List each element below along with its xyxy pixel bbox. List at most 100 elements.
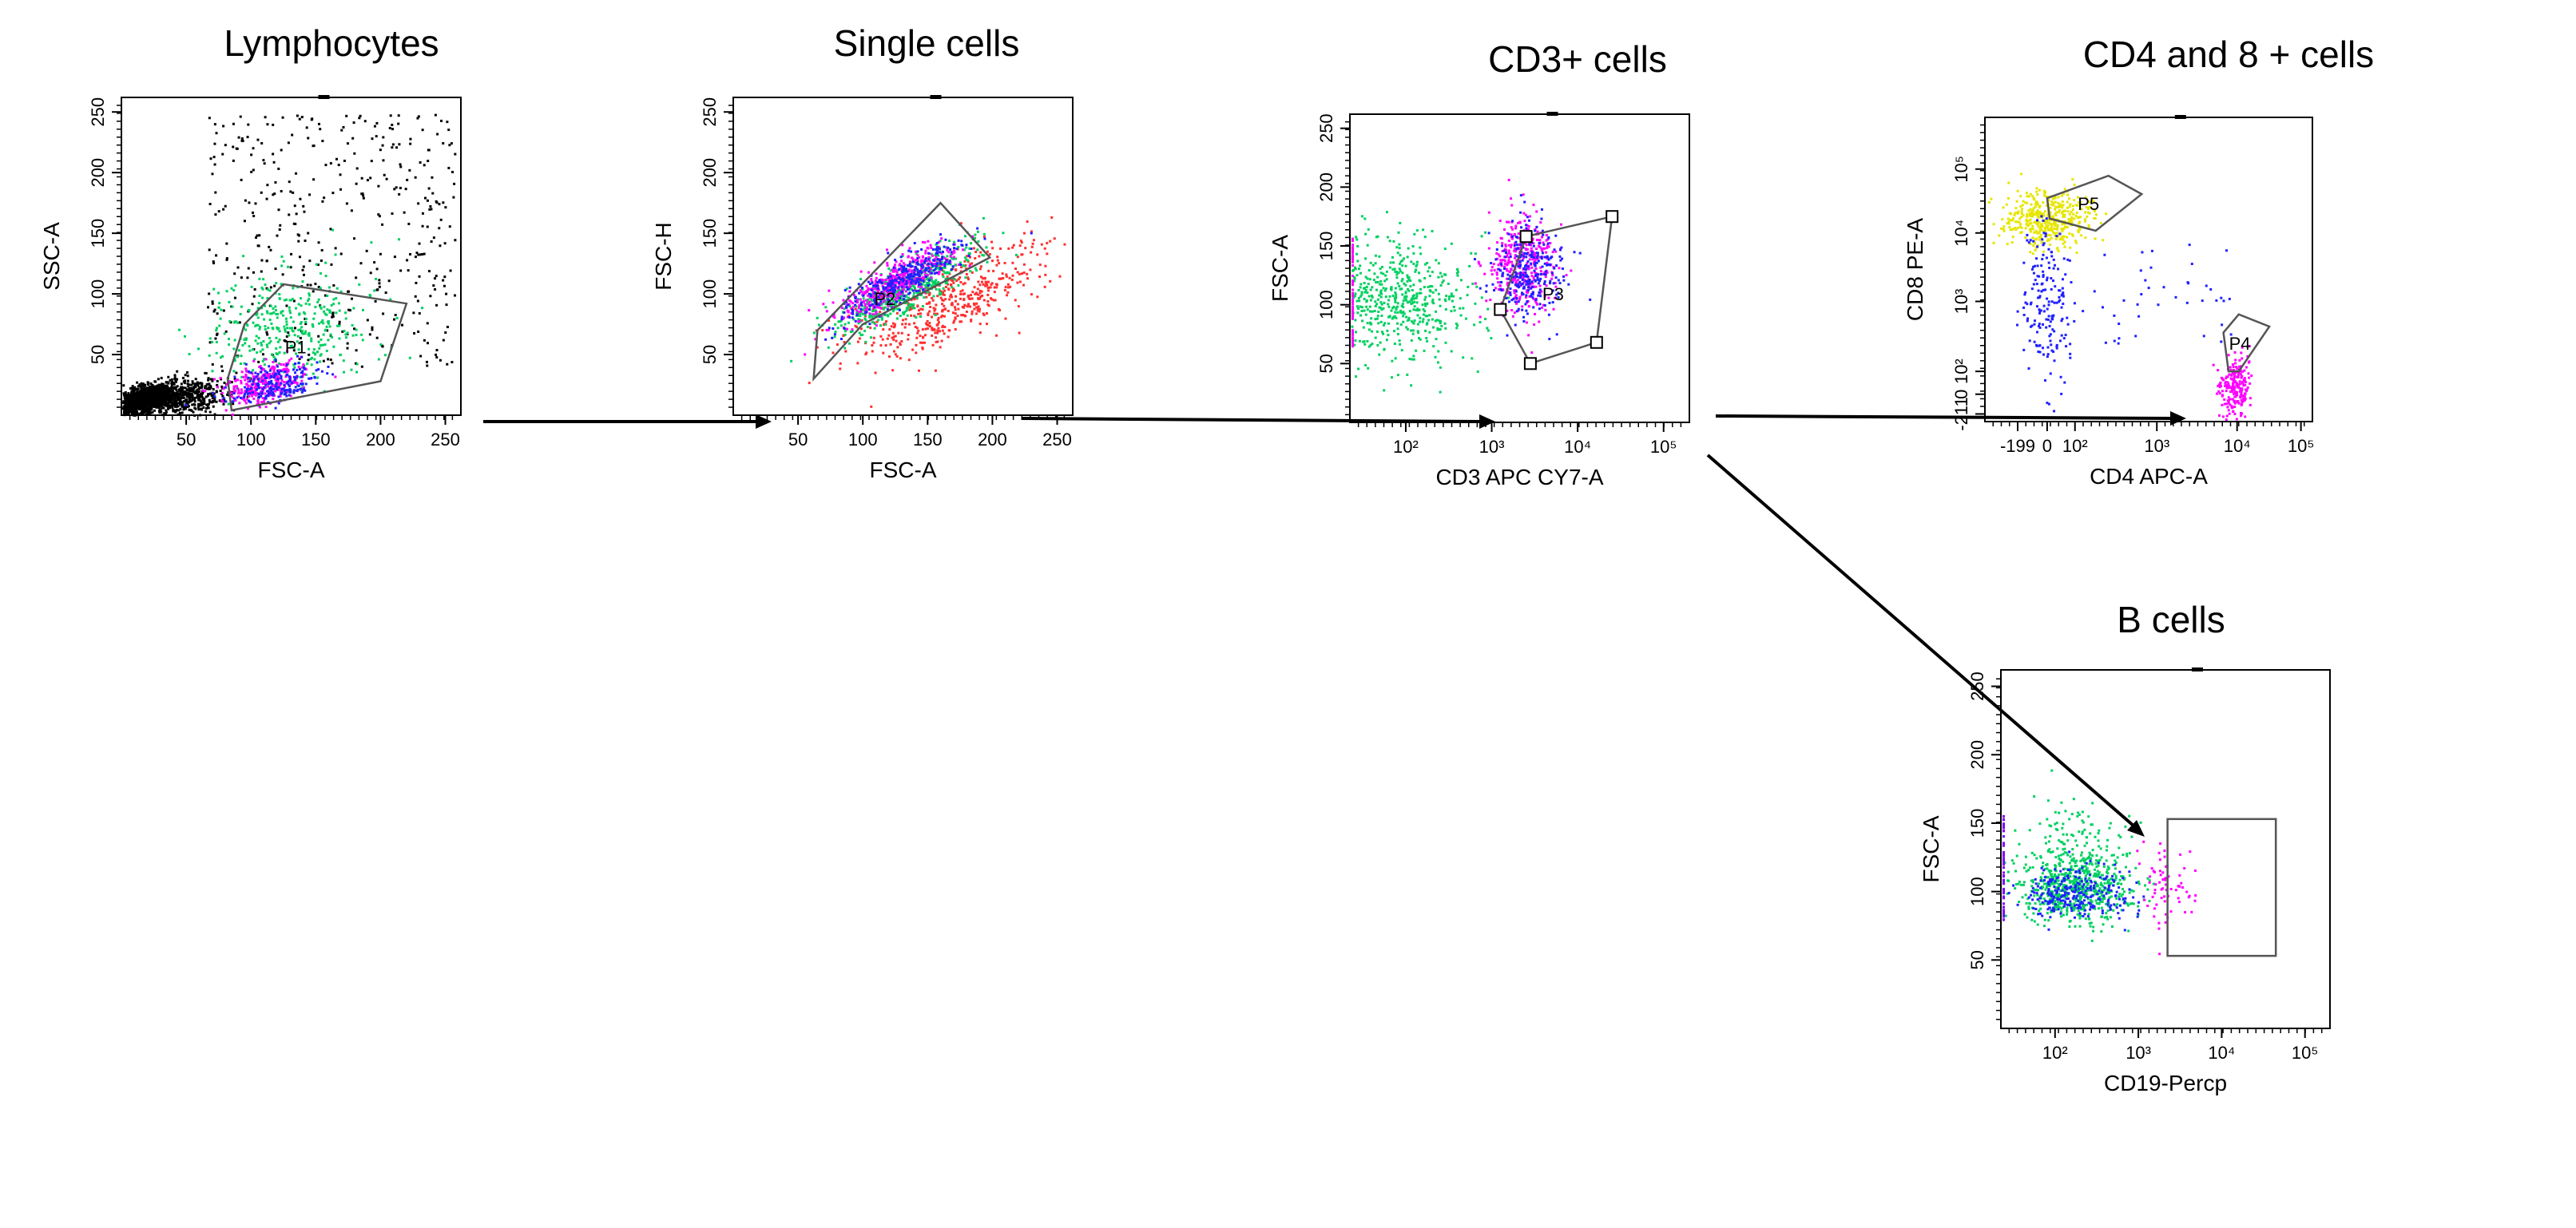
event-dot: [144, 389, 147, 392]
event-dot: [936, 249, 939, 252]
event-dot: [843, 341, 846, 344]
event-dot: [122, 384, 125, 387]
event-dot: [273, 192, 276, 196]
event-dot: [872, 294, 875, 297]
event-dot: [1022, 263, 1026, 266]
event-dot: [299, 197, 302, 200]
event-dot: [201, 398, 204, 402]
event-dot: [332, 298, 335, 301]
event-dot: [279, 224, 282, 227]
event-dot: [408, 168, 411, 172]
event-dot: [894, 298, 897, 301]
event-dot: [824, 306, 828, 309]
event-dot: [891, 279, 895, 283]
event-dot: [871, 307, 875, 311]
event-dot: [984, 280, 987, 283]
event-dot: [891, 282, 895, 285]
event-dot: [170, 393, 173, 396]
event-dot: [298, 256, 301, 259]
event-dot: [816, 346, 819, 349]
event-dot: [1024, 247, 1027, 250]
event-dot: [421, 129, 424, 132]
event-dot: [817, 323, 820, 327]
event-dot: [1030, 293, 1033, 296]
event-dot: [272, 387, 275, 390]
event-dot: [982, 312, 985, 315]
event-dot: [327, 365, 330, 368]
event-dot: [876, 305, 879, 308]
event-dot: [360, 192, 363, 196]
event-dot: [230, 287, 233, 290]
event-dot: [263, 398, 266, 401]
event-dot: [961, 305, 964, 308]
event-dot: [301, 280, 304, 283]
event-dot: [169, 378, 172, 382]
event-dot: [927, 301, 931, 304]
event-dot: [995, 283, 998, 287]
event-dot: [867, 287, 871, 291]
event-dot: [967, 297, 970, 300]
event-dot: [308, 193, 312, 196]
event-dot: [351, 334, 355, 337]
top-marker: [318, 95, 330, 99]
event-dot: [148, 387, 151, 390]
event-dot: [941, 263, 944, 266]
event-dot: [208, 117, 211, 120]
event-dot: [304, 382, 308, 386]
event-dot: [322, 333, 325, 336]
event-dot: [179, 391, 182, 394]
event-dot: [887, 315, 890, 318]
event-dot: [925, 302, 928, 305]
event-dot: [978, 297, 982, 300]
event-dot: [973, 286, 976, 289]
event-dot: [388, 126, 391, 129]
event-dot: [243, 362, 246, 365]
panel-title: CD3+ cells: [1488, 38, 1667, 80]
event-dot: [378, 285, 381, 288]
event-dot: [935, 242, 939, 245]
event-dot: [242, 375, 245, 378]
event-dot: [319, 344, 322, 347]
event-dot: [277, 370, 280, 374]
event-dot: [894, 278, 897, 281]
event-dot: [346, 142, 349, 145]
event-dot: [816, 316, 819, 319]
event-dot: [892, 350, 895, 353]
event-dot: [246, 136, 249, 139]
event-dot: [127, 402, 130, 405]
gate-polygon[interactable]: [226, 283, 408, 412]
event-dot: [889, 312, 892, 315]
event-dot: [941, 303, 944, 306]
event-dot: [360, 176, 363, 180]
event-dot: [141, 382, 145, 386]
event-dot: [248, 390, 251, 393]
event-dot: [320, 338, 323, 341]
event-dot: [299, 387, 302, 390]
event-dot: [867, 307, 870, 311]
event-dot: [945, 259, 948, 262]
event-dot: [212, 287, 216, 291]
event-dot: [155, 398, 158, 402]
event-dot: [418, 275, 421, 278]
event-dot: [911, 278, 914, 281]
event-dot: [273, 367, 276, 370]
event-dot: [215, 254, 218, 257]
event-dot: [371, 137, 374, 141]
gate-polygon[interactable]: [812, 201, 992, 382]
event-dot: [264, 379, 268, 382]
event-dot: [391, 146, 394, 149]
event-dot: [893, 286, 896, 289]
event-dot: [264, 304, 267, 307]
event-dot: [147, 382, 150, 385]
event-dot: [883, 282, 887, 285]
event-dot: [296, 369, 299, 372]
event-dot: [199, 414, 202, 417]
event-dot: [164, 391, 167, 394]
event-dot: [329, 228, 332, 231]
event-dot: [257, 380, 260, 383]
event-dot: [875, 311, 878, 314]
event-dot: [873, 314, 876, 317]
event-dot: [256, 373, 260, 376]
event-dot: [920, 271, 923, 274]
event-dot: [927, 274, 930, 277]
